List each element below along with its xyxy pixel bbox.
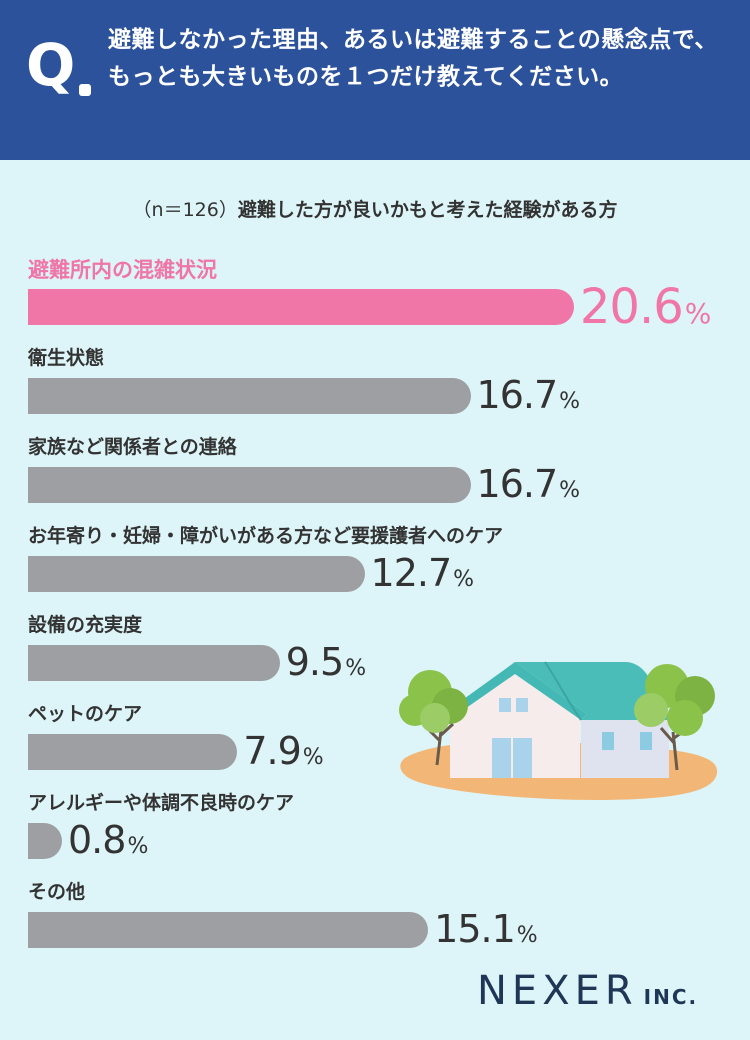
bar-value-unit: % xyxy=(453,567,475,592)
bar-value-label: 16.7% xyxy=(477,465,581,503)
bar-value-number: 16.7 xyxy=(476,373,559,417)
bar xyxy=(28,378,471,414)
house-icon xyxy=(399,661,718,800)
question-header: Q 避難しなかった理由、あるいは避難することの懸念点で、もっとも大きいものを１つ… xyxy=(0,0,750,160)
sample-subtitle: （n＝126）避難した方が良いかもと考えた経験がある方 xyxy=(0,195,750,222)
bar xyxy=(28,734,238,770)
bar xyxy=(28,823,62,859)
bar-category-label: お年寄り・妊婦・障がいがある方など要援護者へのケア xyxy=(28,525,504,547)
question-text: 避難しなかった理由、あるいは避難することの懸念点で、もっとも大きいものを１つだけ… xyxy=(108,27,718,90)
bar xyxy=(28,289,574,325)
logo-main: NEXER xyxy=(477,968,638,1014)
bar-value-label: 7.9% xyxy=(243,732,323,770)
bar-category-label: その他 xyxy=(28,881,86,903)
subtitle-text: 避難した方が良いかもと考えた経験がある方 xyxy=(237,199,618,221)
bar-value-unit: % xyxy=(559,389,581,414)
bar-value-unit: % xyxy=(302,745,324,770)
bar-value-unit: % xyxy=(684,297,712,330)
bar-value-label: 0.8% xyxy=(68,821,148,859)
bar-value-label: 9.5% xyxy=(286,643,366,681)
bar-category-label: 衛生状態 xyxy=(28,347,105,369)
bar-value-number: 7.9 xyxy=(243,729,301,773)
bar-value-label: 15.1% xyxy=(434,910,538,948)
bar-value-number: 0.8 xyxy=(68,818,126,862)
bar-value-unit: % xyxy=(127,834,149,859)
bar-category-label: 家族など関係者との連絡 xyxy=(28,436,237,458)
bar xyxy=(28,912,429,948)
bar-value-number: 9.5 xyxy=(285,640,344,684)
q-mark: Q xyxy=(26,31,76,99)
logo-sub: INC. xyxy=(643,985,699,1009)
bar-value-unit: % xyxy=(345,656,367,681)
bar-value-unit: % xyxy=(516,923,538,948)
bar xyxy=(28,467,471,503)
bar-category-label: 設備の充実度 xyxy=(28,614,143,636)
bar-value-unit: % xyxy=(559,478,581,503)
bar-value-number: 15.1 xyxy=(434,907,516,951)
bar-category-label: アレルギーや体調不良時のケア xyxy=(28,792,295,814)
bar xyxy=(28,556,365,592)
bar-value-label: 20.6% xyxy=(580,283,711,331)
company-logo: NEXER INC. xyxy=(477,968,698,1014)
bar xyxy=(28,645,280,681)
bar-value-number: 12.7 xyxy=(370,551,453,595)
bar-category-label: ペットのケア xyxy=(28,703,143,725)
bar-value-label: 12.7% xyxy=(371,554,475,592)
bar-value-number: 16.7 xyxy=(476,462,559,506)
bar-value-number: 20.6 xyxy=(579,279,684,335)
q-dot xyxy=(79,84,91,96)
bar-value-label: 16.7% xyxy=(477,376,581,414)
sample-size: （n＝126） xyxy=(132,199,238,221)
bar-category-label: 避難所内の混雑状況 xyxy=(28,258,217,282)
